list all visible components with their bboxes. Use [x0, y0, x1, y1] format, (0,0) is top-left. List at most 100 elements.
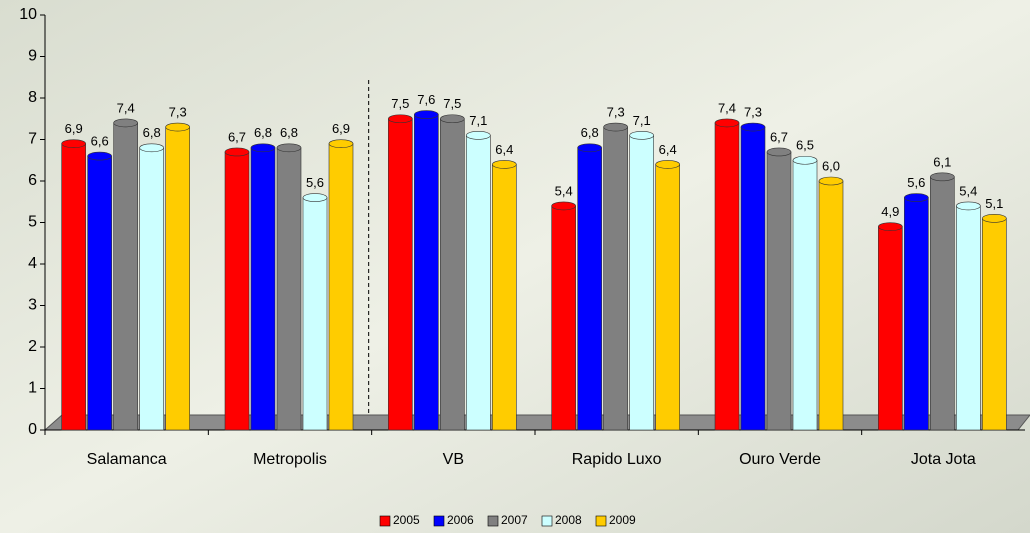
value-label: 6,8 — [581, 125, 599, 140]
bar — [388, 118, 413, 431]
x-tick-label: Jota Jota — [911, 451, 976, 468]
bar — [440, 118, 465, 431]
bar-top — [603, 122, 628, 132]
value-label: 7,4 — [117, 100, 135, 115]
y-tick-label: 0 — [28, 421, 37, 438]
legend-swatch — [379, 515, 391, 527]
value-label: 5,6 — [907, 175, 925, 190]
value-label: 7,6 — [417, 92, 435, 107]
bar — [466, 135, 491, 431]
legend-swatch — [541, 515, 553, 527]
y-tick-label: 9 — [28, 48, 37, 65]
bar-top — [61, 139, 86, 148]
bar — [165, 126, 190, 431]
y-tick-label: 3 — [28, 297, 37, 314]
value-label: 7,3 — [169, 104, 187, 119]
bar-top — [982, 214, 1007, 223]
bar — [139, 147, 164, 431]
bar-top — [904, 193, 929, 202]
bar — [113, 122, 138, 431]
value-label: 7,4 — [718, 100, 736, 115]
bar-top — [740, 122, 766, 132]
legend-label: 2009 — [609, 513, 636, 527]
value-label: 6,8 — [143, 125, 161, 140]
bar-top — [440, 114, 465, 124]
bar-top — [414, 110, 439, 119]
bar-top — [492, 160, 517, 169]
bar-top — [466, 131, 491, 140]
value-label: 7,5 — [443, 96, 461, 111]
bar-top — [165, 122, 190, 132]
bar-top — [714, 118, 740, 128]
x-tick-label: Metropolis — [253, 451, 327, 468]
bar-top — [139, 143, 164, 153]
value-label: 6,5 — [796, 138, 814, 153]
bar — [87, 155, 112, 431]
value-label: 7,5 — [391, 96, 409, 111]
value-label: 6,4 — [495, 142, 513, 157]
bar-top — [655, 160, 680, 169]
bar — [414, 114, 439, 431]
bar — [224, 151, 250, 431]
bar — [740, 126, 766, 431]
value-label: 6,9 — [65, 121, 83, 136]
bar — [655, 164, 680, 431]
bar — [629, 135, 654, 431]
bar — [818, 180, 844, 431]
bar-top — [388, 114, 413, 124]
value-label: 5,4 — [959, 183, 977, 198]
bar-top — [766, 147, 792, 157]
legend-swatch — [433, 515, 445, 527]
y-tick-label: 7 — [28, 131, 37, 148]
value-label: 6,9 — [332, 121, 350, 136]
bar — [61, 143, 86, 431]
bar — [328, 143, 354, 431]
bar-top — [878, 222, 903, 231]
value-label: 6,4 — [659, 142, 677, 157]
bar — [930, 176, 955, 431]
x-tick-label: Ouro Verde — [739, 451, 821, 468]
bar — [792, 159, 818, 431]
y-tick-label: 8 — [28, 89, 37, 106]
bar — [492, 164, 517, 431]
value-label: 5,1 — [985, 196, 1003, 211]
y-tick-label: 6 — [28, 172, 37, 189]
bar-top — [956, 201, 981, 211]
value-label: 6,1 — [933, 154, 951, 169]
value-label: 6,8 — [280, 125, 298, 140]
value-label: 7,1 — [633, 113, 651, 128]
x-tick-label: VB — [443, 451, 464, 468]
bar — [982, 218, 1007, 431]
legend-swatch — [595, 515, 607, 527]
bar — [904, 197, 929, 431]
legend-label: 2005 — [393, 513, 420, 527]
bar-top — [792, 155, 818, 165]
y-tick-label: 10 — [19, 6, 37, 23]
legend-swatch — [487, 515, 499, 527]
value-label: 6,6 — [91, 134, 109, 149]
bar — [878, 226, 903, 431]
bar — [551, 205, 576, 431]
value-label: 6,0 — [822, 158, 840, 173]
value-label: 6,8 — [254, 125, 272, 140]
bar-top — [302, 193, 328, 202]
value-label: 5,6 — [306, 175, 324, 190]
y-tick-label: 2 — [28, 338, 37, 355]
value-label: 7,3 — [744, 104, 762, 119]
y-tick-label: 1 — [28, 380, 37, 397]
value-label: 6,7 — [228, 129, 246, 144]
value-label: 5,4 — [555, 183, 573, 198]
bar — [302, 197, 328, 431]
bar-top — [328, 139, 354, 148]
bar — [956, 205, 981, 431]
legend-label: 2008 — [555, 513, 582, 527]
bar-top — [551, 201, 576, 211]
bar-top — [87, 151, 112, 161]
bar — [250, 147, 276, 431]
y-tick-label: 4 — [28, 255, 37, 272]
bar — [276, 147, 302, 431]
bar-top — [818, 176, 844, 186]
value-label: 7,1 — [469, 113, 487, 128]
bar-top — [113, 118, 138, 128]
